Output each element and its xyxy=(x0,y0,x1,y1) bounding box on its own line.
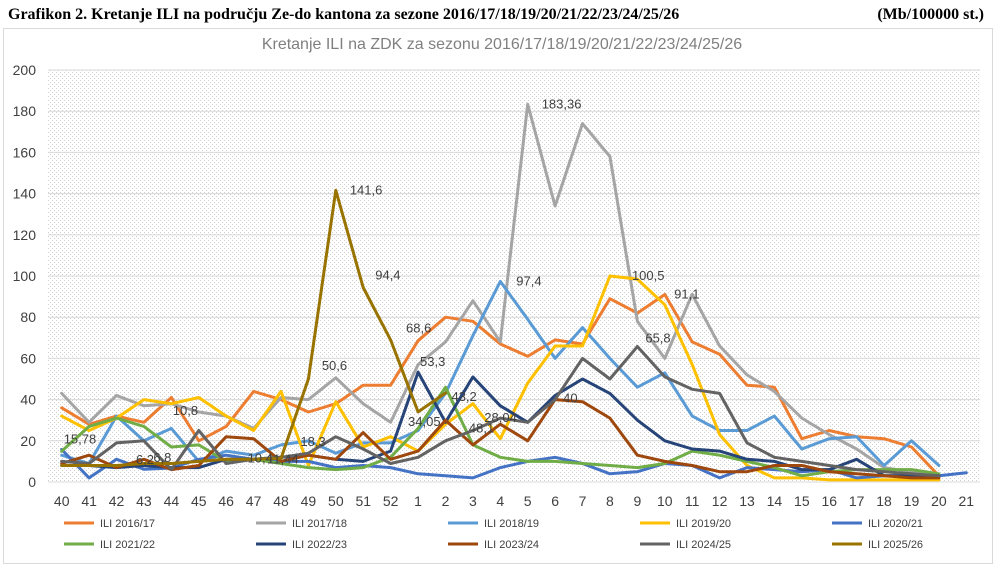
series-line-9 xyxy=(60,345,941,478)
data-label: 68,6 xyxy=(406,321,431,336)
x-tick-label: 41 xyxy=(81,493,97,509)
data-label: 65,8 xyxy=(645,330,670,345)
legend-label: ILI 2017/18 xyxy=(292,518,347,530)
data-label: 43,2 xyxy=(451,389,476,404)
legend-label: ILI 2020/21 xyxy=(868,518,923,530)
y-tick-label: 100 xyxy=(13,268,37,284)
data-label: 97,4 xyxy=(516,273,541,288)
series-line-4 xyxy=(60,274,941,482)
chart-frame xyxy=(3,28,993,564)
x-tick-label: 1 xyxy=(414,493,422,509)
data-label: 53,3 xyxy=(420,354,445,369)
legend-label: ILI 2016/17 xyxy=(100,518,155,530)
x-tick-label: 42 xyxy=(109,493,125,509)
series-line-10 xyxy=(60,188,447,467)
x-tick-label: 47 xyxy=(246,493,262,509)
x-tick-label: 52 xyxy=(383,493,399,509)
x-tick-label: 16 xyxy=(821,493,837,509)
x-tick-label: 17 xyxy=(849,493,865,509)
x-tick-label: 5 xyxy=(524,493,532,509)
gridlines xyxy=(48,69,980,483)
x-tick-label: 10 xyxy=(657,493,673,509)
series-line-6 xyxy=(60,385,941,478)
x-tick-label: 51 xyxy=(355,493,371,509)
legend: ILI 2016/17 ILI 2017/18 ILI 2018/19 ILI 201… xyxy=(64,518,923,551)
x-tick-label: 49 xyxy=(301,493,317,509)
legend-label: ILI 2023/24 xyxy=(484,539,539,551)
series-line-8 xyxy=(60,398,941,480)
legend-label: ILI 2025/26 xyxy=(868,539,923,551)
data-label: 48,1 xyxy=(469,421,494,436)
y-axis-ticks: 0 20 40 60 80 100 120 140 160 180 200 xyxy=(13,62,37,490)
x-tick-label: 50 xyxy=(328,493,344,509)
x-tick-label: 19 xyxy=(904,493,920,509)
chart-title: Kretanje ILI na ZDK za sezonu 2016/17/18… xyxy=(262,36,742,53)
x-tick-label: 2 xyxy=(442,493,450,509)
legend-label: ILI 2022/23 xyxy=(292,539,347,551)
x-tick-label: 48 xyxy=(273,493,289,509)
x-tick-label: 15 xyxy=(794,493,810,509)
y-tick-label: 20 xyxy=(20,433,36,449)
x-tick-label: 8 xyxy=(606,493,614,509)
data-label: 11,44 xyxy=(267,451,299,466)
figure-units: (Mb/100000 st.) xyxy=(877,6,984,23)
x-tick-label: 6 xyxy=(551,493,559,509)
data-label: 6,8 xyxy=(153,450,171,465)
legend-label: ILI 2024/25 xyxy=(676,539,731,551)
y-tick-label: 40 xyxy=(20,392,36,408)
data-label: 6,2 xyxy=(136,452,154,467)
legend-label: ILI 2019/20 xyxy=(676,518,731,530)
figure-header: Grafikon 2. Kretanje ILI na području Ze-… xyxy=(8,4,992,26)
data-label: 40 xyxy=(563,391,577,406)
x-tick-label: 46 xyxy=(218,493,234,509)
x-tick-label: 7 xyxy=(579,493,587,509)
x-tick-label: 18 xyxy=(876,493,892,509)
legend-label: ILI 2021/22 xyxy=(100,539,155,551)
data-label: 94,4 xyxy=(375,268,400,283)
x-tick-label: 3 xyxy=(469,493,477,509)
y-tick-label: 120 xyxy=(13,227,37,243)
x-tick-label: 20 xyxy=(931,493,947,509)
x-axis-ticks: 40 41 42 43 44 45 46 47 48 49 50 51 52 1 2 3 4 5 6 7 8 9 10 11 1… xyxy=(54,493,974,509)
x-tick-label: 14 xyxy=(767,493,783,509)
data-label: 18,3 xyxy=(300,434,325,449)
x-tick-label: 21 xyxy=(959,493,975,509)
x-tick-label: 40 xyxy=(54,493,70,509)
y-tick-label: 140 xyxy=(13,186,37,202)
y-tick-label: 0 xyxy=(28,474,36,490)
data-label: 141,6 xyxy=(350,182,383,197)
x-tick-label: 43 xyxy=(136,493,152,509)
figure-caption: Grafikon 2. Kretanje ILI na području Ze-… xyxy=(8,6,680,23)
x-tick-label: 9 xyxy=(633,493,641,509)
data-label: 50,6 xyxy=(322,358,347,373)
series-line-2 xyxy=(60,102,941,480)
x-tick-label: 13 xyxy=(739,493,755,509)
data-label: 15,78 xyxy=(64,431,97,446)
y-tick-label: 80 xyxy=(20,309,36,325)
x-tick-label: 45 xyxy=(191,493,207,509)
data-label: 10,4 xyxy=(248,450,273,465)
data-label: 34,05 xyxy=(408,414,441,429)
y-tick-label: 200 xyxy=(13,62,37,78)
y-tick-label: 180 xyxy=(13,103,37,119)
data-label: 10,8 xyxy=(173,403,198,418)
series-lines xyxy=(60,102,968,482)
data-label: 28,04 xyxy=(484,410,517,425)
x-tick-label: 4 xyxy=(496,493,504,509)
x-tick-label: 12 xyxy=(712,493,728,509)
data-label: 100,5 xyxy=(632,268,665,283)
data-label: 91,1 xyxy=(674,286,699,301)
x-tick-label: 11 xyxy=(685,493,700,509)
y-tick-label: 160 xyxy=(13,144,37,160)
y-tick-label: 60 xyxy=(20,350,36,366)
legend-label: ILI 2018/19 xyxy=(484,518,539,530)
data-label: 183,36 xyxy=(542,96,582,111)
x-tick-label: 44 xyxy=(164,493,180,509)
series-line-1 xyxy=(60,293,941,478)
